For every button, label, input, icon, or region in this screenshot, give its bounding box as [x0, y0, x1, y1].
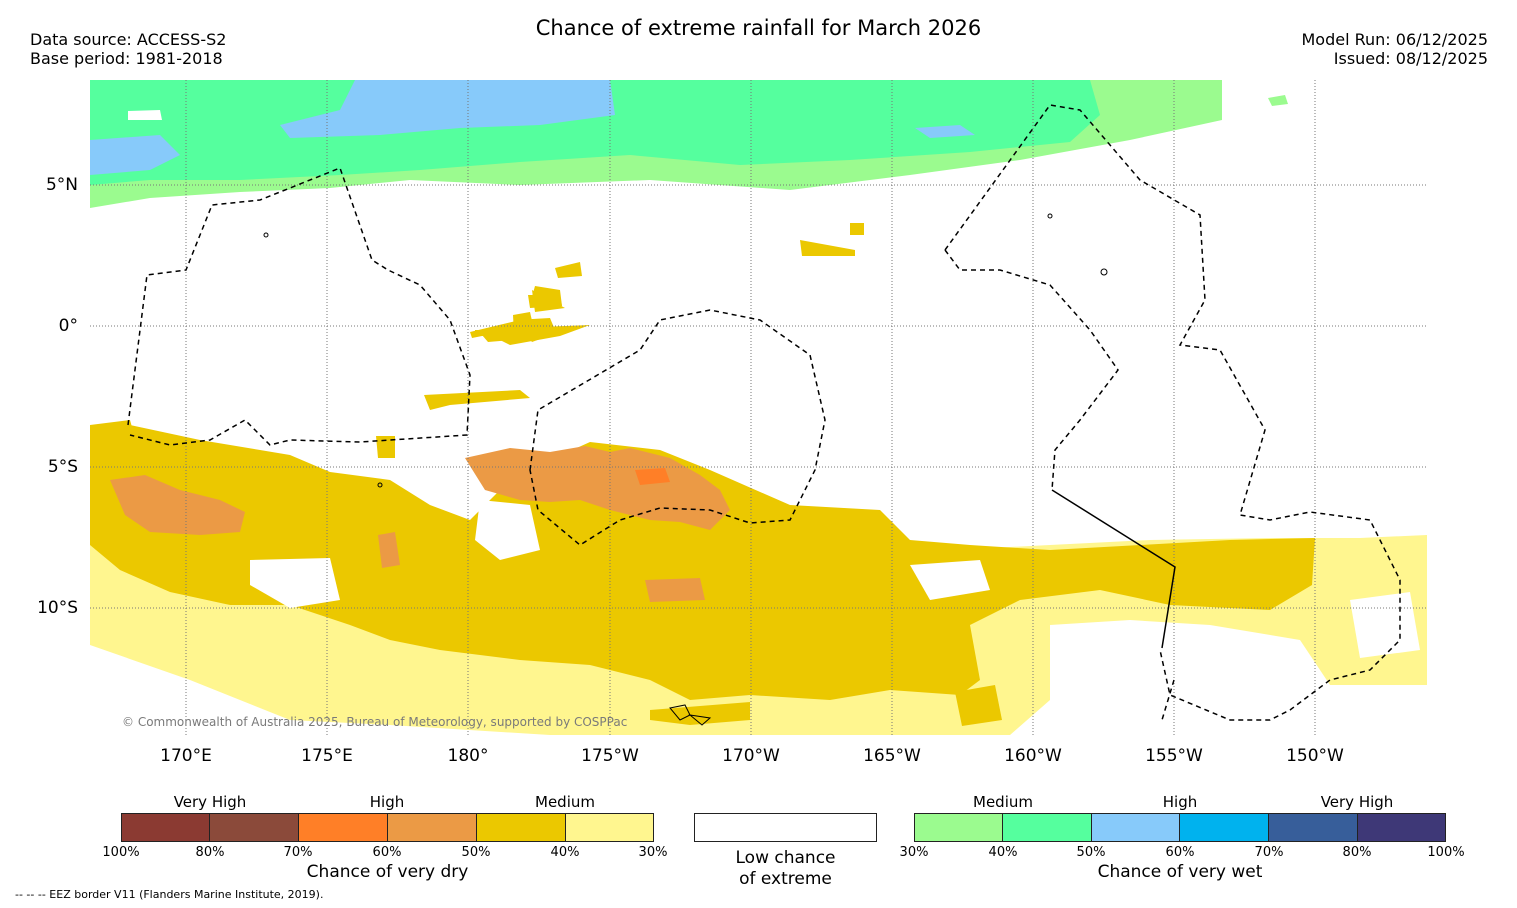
low-chance-patch — [910, 560, 990, 600]
low-chance-line2: of extreme — [739, 869, 832, 889]
wet-category-high: High — [1162, 793, 1198, 811]
low-chance-patch — [475, 500, 540, 560]
dry-category-medium: Medium — [535, 793, 595, 811]
dry-40-region — [850, 223, 864, 235]
wet-high-region — [915, 125, 975, 138]
run-info: Model Run: 06/12/2025 Issued: 08/12/2025 — [1302, 30, 1489, 68]
dry-50-region — [378, 532, 400, 568]
dry-60-region — [635, 468, 670, 485]
dry-40-region — [800, 240, 855, 256]
data-info: Data source: ACCESS-S2 Base period: 1981… — [30, 30, 226, 68]
model-run-text: Model Run: 06/12/2025 — [1301, 30, 1489, 49]
wet-swatch-very-high-dark — [1358, 813, 1446, 841]
low-chance-patch — [1350, 592, 1420, 658]
issued-text: Issued: 08/12/2025 — [1333, 49, 1488, 68]
dry-tick: 80% — [195, 845, 225, 860]
lat-label-5s: 5°S — [47, 457, 78, 477]
low-chance-label: Low chance of extreme — [694, 848, 877, 890]
dry-tick: 70% — [283, 845, 313, 860]
dry-40-region — [424, 390, 530, 410]
base-period-text: Base period: 1981-2018 — [30, 49, 223, 68]
lat-label-10s: 10°S — [37, 598, 78, 618]
lat-label-5n: 5°N — [45, 175, 78, 195]
lon-label-180: 180° — [447, 746, 489, 766]
dry-40-region — [482, 328, 535, 342]
lon-label-175e: 175°E — [301, 746, 353, 766]
dry-swatch-high-dark — [299, 813, 388, 841]
wet-tick: 70% — [1254, 845, 1284, 860]
dry-tick: 50% — [461, 845, 491, 860]
map-title: Chance of extreme rainfall for March 202… — [535, 16, 982, 40]
dry-40-region — [376, 436, 395, 458]
wet-medium-region — [1268, 95, 1288, 106]
dry-swatch-medium — [566, 813, 654, 841]
low-chance-patch — [90, 660, 135, 705]
lon-label-170e: 170°E — [160, 746, 212, 766]
wet-category-medium: Medium — [973, 793, 1033, 811]
wet-high-region — [90, 135, 180, 175]
dry-40-region — [555, 262, 582, 278]
lon-label-150w: 150°W — [1286, 746, 1344, 766]
wet-swatch-medium-dark — [1003, 813, 1092, 841]
wet-tick: 40% — [988, 845, 1018, 860]
eez-solid-border — [1051, 489, 1176, 649]
wet-tick: 50% — [1076, 845, 1106, 860]
dry-swatch-very-high-dark — [121, 813, 210, 841]
wet-low-patch — [128, 110, 162, 120]
low-chance-line1: Low chance — [735, 848, 836, 868]
lon-label-165w: 165°W — [863, 746, 921, 766]
low-chance-swatch — [694, 813, 877, 842]
wet-tick: 80% — [1342, 845, 1372, 860]
dry-50-region — [110, 475, 245, 535]
dry-legend-title: Chance of very dry — [306, 862, 469, 882]
dry-tick: 60% — [372, 845, 402, 860]
wet-tick: 60% — [1165, 845, 1195, 860]
dry-swatch-high — [388, 813, 477, 841]
lon-label-160w: 160°W — [1004, 746, 1062, 766]
wet-swatch-high — [1092, 813, 1180, 841]
dry-category-very-high: Very High — [173, 793, 247, 811]
wet-category-very-high: Very High — [1320, 793, 1394, 811]
dry-40-region — [955, 685, 1002, 726]
dry-40-region — [530, 286, 562, 306]
wet-swatch-high-dark — [1180, 813, 1269, 841]
dry-tick: 100% — [102, 845, 140, 860]
eez-borders — [127, 104, 1401, 721]
lon-label-170w: 170°W — [722, 746, 780, 766]
dry-category-high: High — [369, 793, 405, 811]
map-gridlines — [90, 80, 1427, 735]
wet-swatch-very-high — [1269, 813, 1358, 841]
dry-colorbar-frame — [121, 813, 654, 842]
islands — [263, 213, 1108, 726]
dry-swatch-medium-dark — [477, 813, 566, 841]
wet-legend-title: Chance of very wet — [1097, 862, 1263, 882]
dry-40-region — [650, 702, 750, 725]
wet-tick: 100% — [1427, 845, 1465, 860]
data-source-text: Data source: ACCESS-S2 — [30, 30, 227, 49]
dry-tick: 40% — [550, 845, 580, 860]
dry-tick: 30% — [638, 845, 668, 860]
lat-label-0: 0° — [58, 316, 78, 336]
dry-40-region — [90, 420, 135, 442]
wet-tick: 30% — [899, 845, 929, 860]
lon-label-155w: 155°W — [1145, 746, 1203, 766]
wet-high-region — [280, 80, 615, 138]
wet-colorbar-frame — [914, 813, 1446, 842]
low-chance-patch — [250, 558, 340, 608]
copyright-text: © Commonwealth of Australia 2025, Bureau… — [122, 715, 628, 729]
eez-border-note: -- -- -- EEZ border V11 (Flanders Marine… — [15, 888, 324, 901]
rainfall-map — [90, 80, 1427, 735]
dry-colorbar — [121, 813, 654, 842]
lon-label-175w: 175°W — [581, 746, 639, 766]
dry-40-region — [90, 425, 1315, 700]
wet-colorbar — [914, 813, 1446, 842]
wet-swatch-medium — [914, 813, 1003, 841]
dry-50-region — [645, 578, 705, 602]
dry-swatch-very-high — [210, 813, 299, 841]
dry-40-region — [470, 320, 522, 338]
